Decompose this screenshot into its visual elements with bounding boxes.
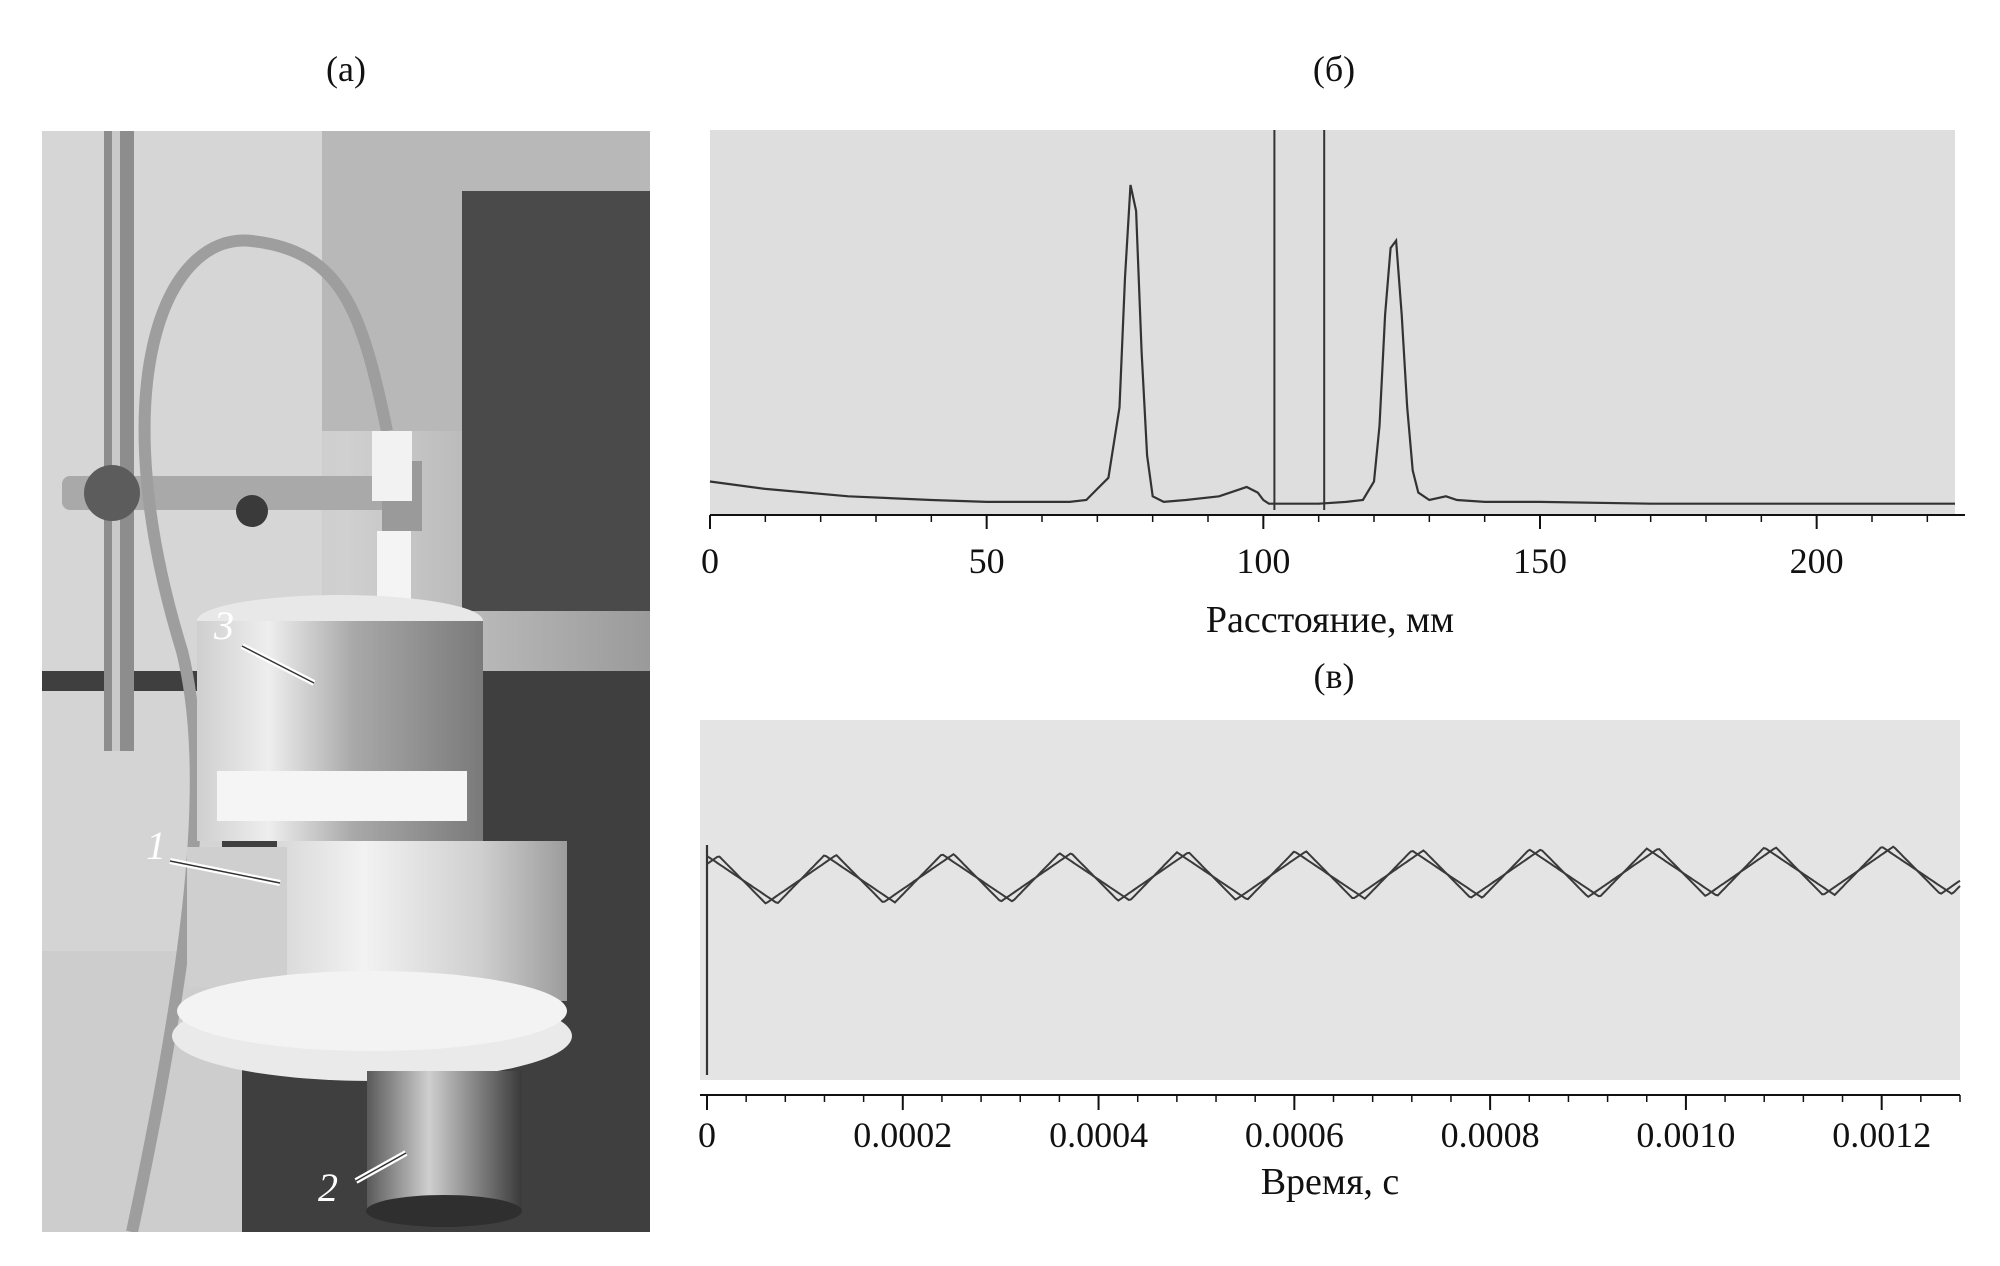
x-tick-label: 0.0010 [1636,1115,1735,1155]
x-tick-label: 0 [698,1115,716,1155]
distance-axis-title: Расстояние, мм [1205,599,1455,641]
plot-background [710,130,1955,515]
distance-chart: 0 50 100 150 200 [701,130,1965,581]
x-tick-label: 0 [701,541,719,581]
marker-3: 3 [213,603,234,648]
x-tick-label: 0.0006 [1245,1115,1344,1155]
series-line [709,184,1955,505]
panel-label-a: (а) [326,49,366,89]
plot-background [700,720,1960,1080]
x-tick-label: 0.0012 [1832,1115,1931,1155]
x-tick-label: 0.0002 [853,1115,952,1155]
panel-label-b: (б) [1312,49,1356,89]
marker-1: 1 [146,823,166,868]
x-tick-label: 50 [969,541,1005,581]
panel-label-c: (в) [1313,656,1355,696]
x-tick-label: 100 [1236,541,1290,581]
x-tick-label: 0.0004 [1049,1115,1148,1155]
x-tick-label: 200 [1790,541,1844,581]
time-chart: 0 0.0002 0.0004 0.0006 0.0008 0.0010 0.0012 [698,720,1961,1155]
marker-2: 2 [318,1165,338,1210]
time-axis-title: Время, с [1260,1161,1400,1203]
x-tick-label: 0.0008 [1441,1115,1540,1155]
apparatus-photo: 3 1 2 [42,131,650,1232]
series-trace-1 [706,845,1961,905]
x-tick-label: 150 [1513,541,1567,581]
